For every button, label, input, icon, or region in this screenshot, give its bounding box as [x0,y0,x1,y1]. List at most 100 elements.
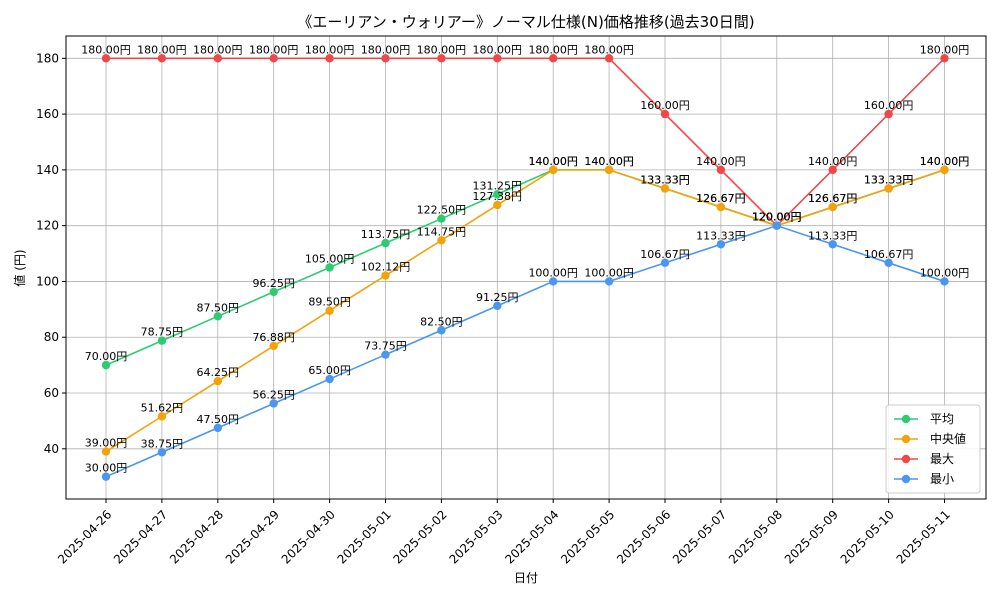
data-label: 140.00円 [584,155,634,168]
data-label: 100.00円 [584,266,634,279]
data-point [716,240,726,249]
x-tick-label: 2025-05-04 [502,507,561,566]
data-point [325,374,334,384]
data-label: 140.00円 [696,155,746,168]
data-label: 102.12円 [361,261,411,274]
legend-marker [901,454,911,464]
data-point [716,202,726,212]
data-point [549,54,558,63]
data-point [381,238,390,248]
data-label: 120.00円 [752,211,802,224]
data-point [101,360,111,370]
y-tick-label: 80 [44,330,59,344]
data-label: 51.62円 [141,401,184,414]
data-label: 91.25円 [476,291,519,304]
data-point [325,54,334,63]
x-tick-label: 2025-04-30 [279,507,338,566]
data-point [549,165,558,175]
data-point [101,447,111,456]
axes: 2025-04-262025-04-272025-04-282025-04-29… [36,51,953,566]
x-tick-label: 2025-04-29 [223,507,282,566]
data-label: 78.75円 [141,326,184,339]
data-point [381,350,390,359]
data-label: 140.00円 [528,155,578,168]
x-tick-label: 2025-05-10 [838,507,897,566]
data-label: 113.75円 [361,228,411,241]
data-point [884,109,893,119]
data-label: 70.00円 [85,350,128,363]
data-label: 140.00円 [528,155,578,168]
data-label: 65.00円 [308,364,351,377]
data-point [549,277,558,286]
data-label: 76.88円 [252,331,295,344]
data-label: 127.38円 [473,190,523,203]
data-point [884,258,893,268]
data-label: 120.00円 [752,211,802,224]
data-point [213,376,222,386]
data-label: 82.50円 [420,315,463,328]
series-line [106,57,946,227]
data-point [828,165,837,175]
data-point [604,165,614,175]
plot-frame [65,35,987,500]
legend-marker [901,434,911,444]
data-point [940,165,949,175]
data-label: 180.00円 [584,43,634,56]
x-tick-label: 2025-04-28 [167,507,226,566]
data-point [437,326,446,335]
data-label: 87.50円 [197,301,240,314]
data-label: 180.00円 [361,43,411,56]
data-label: 106.67円 [864,248,914,261]
data-label: 160.00円 [864,99,914,112]
y-tick-label: 180 [36,51,59,65]
data-point [381,271,390,280]
data-point [604,54,614,63]
data-label: 100.00円 [528,266,578,279]
data-label: 113.33円 [808,229,858,242]
data-point [493,301,502,311]
data-label: 122.50円 [417,204,467,217]
data-label: 38.75円 [141,437,184,450]
data-point [157,54,167,63]
y-tick-label: 100 [36,274,59,288]
data-label: 133.33円 [864,173,914,186]
data-label: 89.50円 [308,296,351,309]
data-label: 140.00円 [920,155,970,168]
data-point [269,399,278,408]
x-tick-label: 2025-05-02 [391,507,450,566]
data-point [660,258,670,268]
data-point [660,109,670,119]
data-label: 140.00円 [584,155,634,168]
data-label: 140.00円 [808,155,858,168]
data-point [213,54,222,63]
legend-label: 最大 [930,452,954,466]
y-tick-label: 160 [36,107,59,121]
x-tick-label: 2025-04-26 [55,507,114,566]
data-point [325,263,334,272]
legend-marker [901,414,911,424]
x-tick-label: 2025-05-01 [335,507,394,566]
y-tick-label: 60 [44,386,59,400]
legend-box [885,404,981,494]
data-label: 180.00円 [473,43,523,56]
x-tick-label: 2025-05-07 [670,507,729,566]
data-label: 180.00円 [249,43,299,56]
data-label: 64.25円 [197,366,240,379]
data-label: 133.33円 [640,173,690,186]
data-point [716,165,726,175]
data-point [101,472,111,481]
x-tick-label: 2025-05-08 [726,507,785,566]
data-label: 106.67円 [640,248,690,261]
data-label: 96.25円 [252,277,295,290]
data-label: 133.33円 [864,173,914,186]
data-label: 180.00円 [417,43,467,56]
data-label: 73.75円 [364,340,407,353]
data-point [828,202,837,212]
legend-label: 中央値 [930,431,966,446]
y-tick-label: 40 [44,442,59,456]
data-label: 100.00円 [920,266,970,279]
data-point [213,312,222,321]
x-tick-label: 2025-05-03 [446,507,505,566]
data-point [437,214,446,223]
